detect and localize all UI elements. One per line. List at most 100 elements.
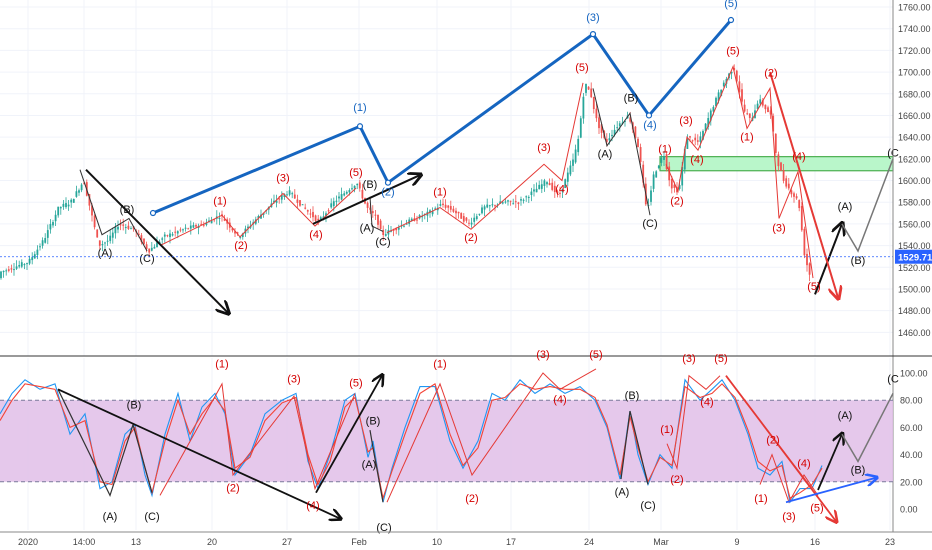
x-tick-label: 23 [885,537,895,547]
candle-body [611,134,613,137]
wave-label: (B) [625,390,640,402]
candle-body [351,188,353,190]
wave-point [356,123,364,130]
candle-body [26,263,28,265]
oscillator-wave-lines [57,368,894,522]
candle-body [743,104,746,112]
candle-body [239,236,242,238]
candle-body [746,113,749,115]
candle-body [764,104,767,110]
candle-body [553,185,556,193]
candle-body [538,184,541,190]
wave-label: (1) [754,493,767,505]
wave-label: (3) [276,173,289,185]
candle-body [280,195,283,200]
trend-arrow [725,375,836,522]
wave-label: (4) [643,119,656,131]
candle-body [491,204,494,206]
candle-body [234,231,236,234]
candle-body [748,113,751,118]
candle-body [384,234,387,236]
wave-label: (1) [353,102,366,114]
candle-body [247,226,249,229]
candle-body [774,133,777,153]
candle-body [306,210,309,212]
candle-body [527,196,530,198]
candle-body [317,218,320,221]
candle-body [145,244,148,250]
candle-body [517,202,520,205]
candle-body [478,213,481,215]
candle-body [806,253,808,266]
candle-body [161,238,164,240]
price-wave-lines [79,16,894,313]
wave-point [384,179,392,186]
candle-body [540,184,543,189]
candle-body [494,205,496,207]
wave-label: (B) [851,465,866,477]
candle-body [639,147,642,162]
candle-body [88,194,91,206]
candle-body [530,191,533,195]
y-tick-label: 1740.00 [898,24,931,34]
wave-label: (1) [740,131,753,143]
candle-body [501,202,504,204]
candle-body [273,200,275,203]
candle-body [200,223,203,225]
candle-body [124,227,127,229]
wave-label: (1) [215,359,228,371]
candle-body [62,203,65,207]
candle-body [429,210,431,213]
wave-label: (1) [213,195,226,207]
candle-body [735,70,738,82]
candle-body [769,110,772,115]
x-tick-label: 14:00 [73,537,96,547]
candle-body [192,225,195,228]
candle-body [605,138,608,142]
y-tick-label: 1460.00 [898,328,931,338]
wave-label: (2) [464,232,477,244]
candle-body [314,215,317,221]
candle-body [241,233,244,238]
wave-label: (5) [714,353,727,365]
candle-body [338,196,340,199]
wave-label: (4) [797,458,810,470]
candle-body [374,214,377,216]
candle-body [353,185,356,189]
candle-body [416,219,418,221]
wave-label: (B) [624,92,639,104]
candle-body [114,227,117,234]
y-tick-label: 60.00 [900,423,923,433]
candle-body [340,194,343,200]
y-tick-label: 20.00 [900,477,923,487]
wave-label: (C) [139,253,154,265]
wave-label: (3) [682,353,695,365]
candle-body [449,206,452,210]
wave-label: (C) [376,522,391,534]
candle-body [117,226,119,230]
wave-label: (5) [349,378,362,390]
wave-label: (3) [537,142,550,154]
candle-body [187,228,190,230]
candle-body [481,207,483,214]
candle-body [291,193,294,195]
wave-label: (1) [433,187,446,199]
candle-body [561,188,564,192]
candle-body [257,215,260,219]
oscillator-wave-labels: (A) (B) (C) (1) (2) (3) (4) (5) (B) (A) (C) (1) (2) (… [103,349,899,534]
candle-body [330,203,333,208]
wave-label: (B) [366,416,381,428]
candle-body [148,248,151,253]
price-wave-labels: (1)(2)(3)(4)(5)(A)(B)(C)(1)(2)(3)(4)(5)(… [98,0,899,293]
wave-label: (C) [375,237,390,249]
trend-arrow [315,376,382,494]
wave-label: (2) [226,482,239,494]
candle-body [304,207,307,209]
candle-body [761,100,764,106]
trend-arrow [814,224,842,295]
candle-body [236,232,239,234]
candle-body [600,124,603,133]
candle-body [790,190,793,195]
candle-body [434,208,437,210]
candle-body [457,211,460,214]
